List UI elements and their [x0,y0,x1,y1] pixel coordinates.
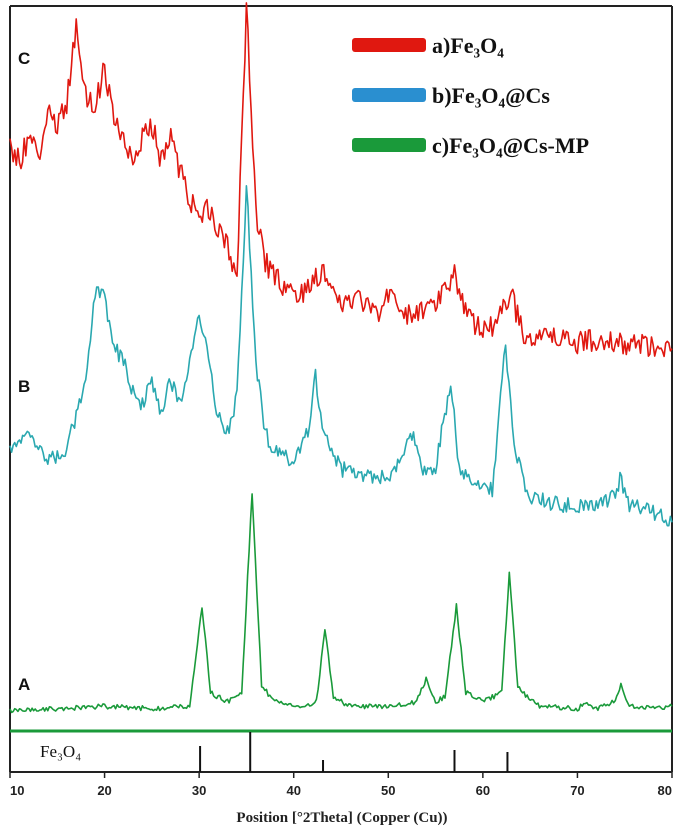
x-ticks: 10 20 30 40 50 60 70 80 [9,772,673,798]
series-line-c [9,2,673,358]
curve-label-c: C [18,49,30,68]
x-axis-title: Position [°2Theta] (Copper (Cu)) [236,810,447,826]
reference-peaks [199,732,509,772]
reference-label: Fe₃O₄ [40,742,81,761]
x-tick-label-20: 20 [97,783,111,798]
legend: a)Fe₃O₄ b)Fe₃O₄@Cs c)Fe₃O₄@Cs-MP [352,33,589,158]
series-layer [9,2,673,714]
series-line-b [9,185,673,527]
legend-swatch-a [352,38,426,52]
legend-label-c: c)Fe₃O₄@Cs-MP [432,133,589,158]
curve-label-b: B [18,377,30,396]
x-tick-label-30: 30 [192,783,206,798]
x-tick-label-50: 50 [381,783,395,798]
curve-label-a: A [18,675,30,694]
x-tick-label-70: 70 [570,783,584,798]
series-line-a [9,493,673,714]
x-tick-label-40: 40 [286,783,300,798]
x-tick-label-80: 80 [658,783,672,798]
x-tick-label-60: 60 [476,783,490,798]
legend-swatch-b [352,88,426,102]
legend-swatch-c [352,138,426,152]
legend-label-a: a)Fe₃O₄ [432,33,504,58]
legend-label-b: b)Fe₃O₄@Cs [432,83,550,108]
x-tick-label-10: 10 [10,783,24,798]
